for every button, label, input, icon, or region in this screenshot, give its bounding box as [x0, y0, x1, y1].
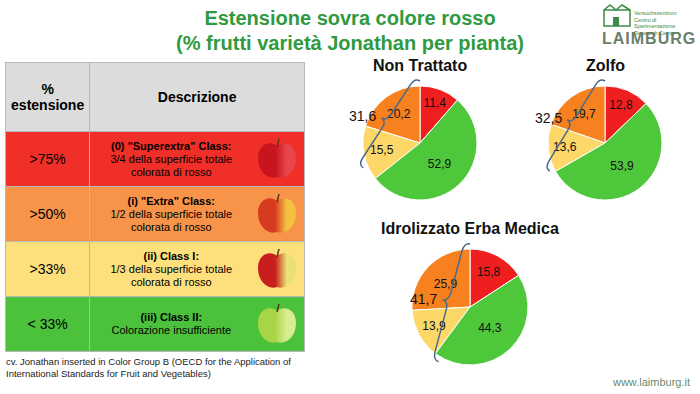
- svg-text:Zolfo: Zolfo: [586, 57, 625, 74]
- svg-text:31,6: 31,6: [349, 108, 376, 124]
- html-text:Centro di Sperimentazione: Centro di Sperimentazione: [634, 16, 676, 29]
- svg-text:15,5: 15,5: [370, 143, 394, 157]
- svg-text:53,9: 53,9: [610, 159, 634, 173]
- html-text:Estensione sovra colore rosso: Estensione sovra colore rosso: [204, 7, 496, 29]
- svg-text:12,8: 12,8: [609, 98, 633, 112]
- html-text:(% frutti varietà Jonathan per: (% frutti varietà Jonathan per pianta): [176, 32, 524, 54]
- svg-text:25,9: 25,9: [434, 277, 458, 291]
- svg-text:15,8: 15,8: [477, 265, 501, 279]
- html-text:3/4 della superficie totale co: 3/4 della superficie totale colorata di …: [110, 152, 233, 178]
- html-text:Versuchszentrum: Versuchszentrum: [634, 10, 677, 16]
- html-text:(iii) Class II:: (iii) Class II:: [140, 311, 203, 323]
- svg-text:Non Trattato: Non Trattato: [373, 57, 467, 74]
- svg-text:Idrolizzato Erba Medica: Idrolizzato Erba Medica: [381, 220, 559, 237]
- html-text:Descrizione: Descrizione: [157, 89, 237, 105]
- html-text:(0) "Superextra" Class:: (0) "Superextra" Class:: [111, 139, 232, 152]
- html-text:< 33%: < 33%: [27, 316, 68, 332]
- html-text:>50%: >50%: [29, 206, 66, 222]
- html-text:>75%: >75%: [29, 151, 66, 167]
- html-text:(i) "Extra" Class:: (i) "Extra" Class:: [127, 194, 215, 207]
- svg-text:52,9: 52,9: [428, 157, 452, 171]
- html-text:www.laimburg.it: www.laimburg.it: [613, 376, 690, 388]
- html-text:cv. Jonathan inserted in Color: cv. Jonathan inserted in Color Group B (…: [6, 356, 291, 379]
- svg-text:32,5: 32,5: [535, 110, 562, 126]
- svg-text:20,2: 20,2: [387, 107, 411, 121]
- html-text:Colorazione insufficiente: Colorazione insufficiente: [111, 324, 232, 336]
- svg-text:13,9: 13,9: [422, 319, 446, 333]
- svg-text:13,6: 13,6: [553, 140, 577, 154]
- html-text:(ii) Class I:: (ii) Class I:: [143, 249, 200, 262]
- html-text:% estensione: % estensione: [11, 81, 85, 113]
- svg-text:19,7: 19,7: [572, 107, 596, 121]
- html-text:Research Centre: Research Centre: [634, 29, 676, 36]
- svg-text:41,7: 41,7: [410, 291, 437, 307]
- svg-text:44,3: 44,3: [478, 321, 502, 335]
- html-text:>33%: >33%: [29, 261, 66, 277]
- html-text:LAIMBURG: LAIMBURG: [602, 30, 697, 47]
- svg-text:11,4: 11,4: [423, 96, 446, 110]
- html-text:1/2 della superficie totale co: 1/2 della superficie totale colorata di …: [110, 207, 233, 233]
- html-text:1/3 della superficie totale co: 1/3 della superficie totale colorata di …: [110, 262, 233, 288]
